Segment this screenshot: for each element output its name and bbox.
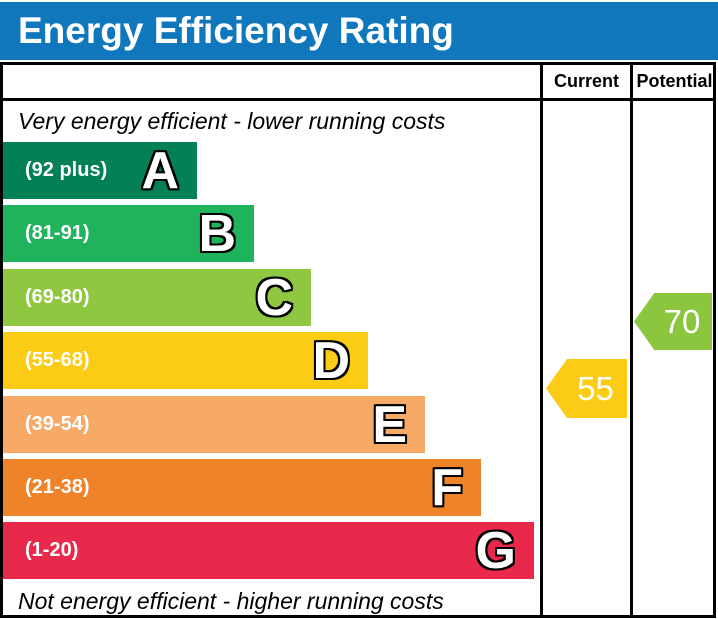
band-letter: B xyxy=(198,204,236,263)
band-range-label: (55-68) xyxy=(25,349,90,371)
band-range-label: (1-20) xyxy=(25,539,79,561)
band-letter: G xyxy=(475,521,516,580)
band-letter: C xyxy=(255,268,293,327)
band-range-label: (21-38) xyxy=(25,476,90,498)
band-letter: D xyxy=(312,331,350,390)
band-range-label: (69-80) xyxy=(25,286,90,308)
column-divider-potential xyxy=(630,62,633,618)
band-row-a: (92 plus) A xyxy=(3,142,197,199)
band-letter: A xyxy=(141,141,179,200)
band-row-e: (39-54) E xyxy=(3,396,425,453)
column-header-potential: Potential xyxy=(636,71,713,91)
potential-rating-value: 70 xyxy=(663,302,701,340)
band-letter: E xyxy=(372,395,407,454)
band-row-c: (69-80) C xyxy=(3,269,311,326)
column-divider-current xyxy=(540,62,543,618)
band-letter: F xyxy=(431,458,463,517)
band-range-label: (81-91) xyxy=(25,222,90,244)
band-row-f: (21-38) F xyxy=(3,459,481,516)
current-rating-value: 55 xyxy=(577,369,614,407)
column-header-current: Current xyxy=(553,71,619,91)
header-divider xyxy=(0,98,716,101)
band-row-d: (55-68) D xyxy=(3,332,368,389)
title-bar: Energy Efficiency Rating xyxy=(0,2,718,60)
band-row-b: (81-91) B xyxy=(3,205,254,262)
band-range-label: (39-54) xyxy=(25,413,90,435)
band-row-g: (1-20) G xyxy=(3,522,534,579)
band-range-label: (92 plus) xyxy=(25,159,108,181)
bottom-note: Not energy efficient - higher running co… xyxy=(18,588,444,614)
top-note: Very energy efficient - lower running co… xyxy=(18,108,446,134)
page-title: Energy Efficiency Rating xyxy=(18,10,454,51)
